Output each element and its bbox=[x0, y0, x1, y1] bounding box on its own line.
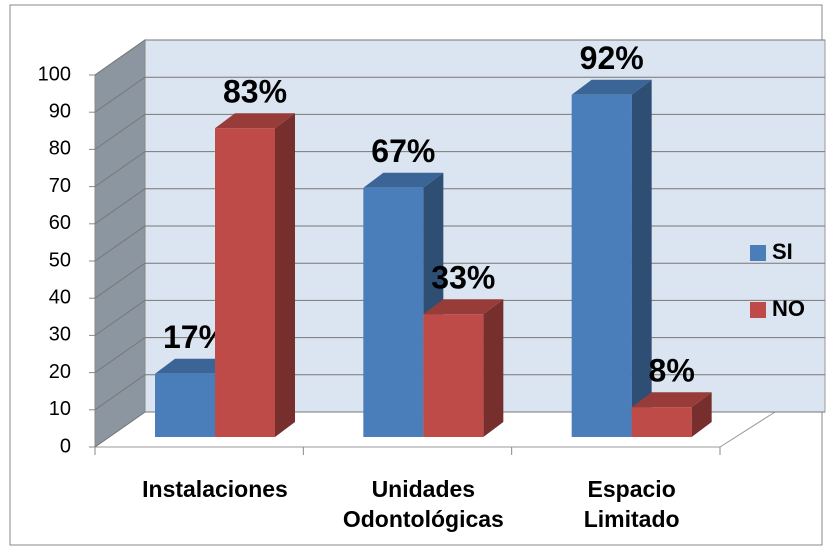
grid-line-side bbox=[94, 411, 146, 448]
bar bbox=[423, 314, 484, 437]
bar-top bbox=[363, 172, 444, 188]
bar-top bbox=[423, 299, 504, 315]
bar-side bbox=[631, 79, 652, 437]
bar-top bbox=[215, 113, 295, 129]
y-tick-label: 40 bbox=[49, 286, 71, 308]
y-tick-label: 80 bbox=[49, 138, 71, 160]
legend-swatch bbox=[750, 245, 766, 261]
bar bbox=[215, 128, 275, 438]
legend-swatch bbox=[750, 302, 766, 318]
grid-line-side bbox=[94, 113, 146, 150]
grid-line-side bbox=[94, 39, 146, 76]
y-tick-label: 90 bbox=[49, 100, 71, 122]
bar bbox=[631, 407, 692, 437]
data-label: 8% bbox=[649, 353, 695, 389]
bar-top bbox=[631, 392, 712, 408]
bar-side bbox=[691, 392, 712, 437]
y-tick-label: 0 bbox=[60, 435, 71, 457]
grid-line-side bbox=[94, 262, 146, 299]
grid-line-side bbox=[94, 225, 146, 262]
bar-side bbox=[275, 113, 295, 438]
y-tick-label: 20 bbox=[49, 361, 71, 383]
bar bbox=[571, 94, 632, 437]
y-tick-label: 100 bbox=[38, 63, 71, 85]
y-tick-label: 60 bbox=[49, 212, 71, 234]
x-tick-label: Espacio Limitado bbox=[583, 476, 680, 532]
y-tick-label: 10 bbox=[49, 398, 71, 420]
legend-label: SI bbox=[772, 239, 793, 264]
grid-line-side bbox=[94, 337, 146, 374]
data-label: 33% bbox=[431, 260, 495, 296]
grid-line-side bbox=[94, 299, 146, 336]
x-tick-label: Unidades Odontológicas bbox=[342, 476, 504, 532]
y-tick-label: 50 bbox=[49, 249, 71, 271]
bar-top bbox=[571, 79, 652, 95]
legend-label: NO bbox=[772, 296, 805, 321]
y-tick-label: 30 bbox=[49, 324, 71, 346]
data-label: 67% bbox=[371, 133, 435, 169]
bar-side bbox=[483, 299, 504, 437]
grid-line-side bbox=[94, 374, 146, 411]
grid-line-side bbox=[94, 76, 146, 113]
grid-line-side bbox=[94, 188, 146, 225]
data-label: 92% bbox=[580, 40, 644, 76]
bar bbox=[363, 187, 424, 437]
grid-line-side bbox=[94, 151, 146, 188]
bar bbox=[155, 373, 215, 437]
y-tick-label: 70 bbox=[49, 175, 71, 197]
x-tick-label: Instalaciones bbox=[142, 476, 288, 502]
data-label: 83% bbox=[223, 74, 287, 110]
